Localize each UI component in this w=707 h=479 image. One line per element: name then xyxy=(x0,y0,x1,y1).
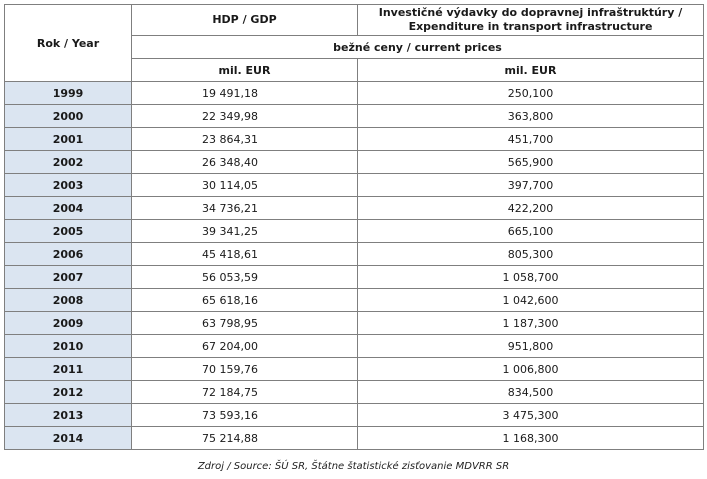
gdp-cell: 34 736,21 xyxy=(131,196,358,220)
expenditure-cell: 805,300 xyxy=(357,242,704,266)
expenditure-cell: 451,700 xyxy=(357,127,704,151)
expenditure-cell: 951,800 xyxy=(357,334,704,358)
table-row: 2012 72 184,75 834,500 xyxy=(4,380,704,404)
year-cell: 2000 xyxy=(4,104,132,128)
table-row: 2010 67 204,00 951,800 xyxy=(4,334,704,358)
gdp-cell: 26 348,40 xyxy=(131,150,358,174)
year-cell: 2001 xyxy=(4,127,132,151)
expenditure-cell: 1 058,700 xyxy=(357,265,704,289)
table-row: 2004 34 736,21 422,200 xyxy=(4,196,704,220)
table-row: 2009 63 798,95 1 187,300 xyxy=(4,311,704,335)
table-row: 2011 70 159,76 1 006,800 xyxy=(4,357,704,381)
header-unit-exp: mil. EUR xyxy=(357,58,704,82)
gdp-cell: 75 214,88 xyxy=(131,426,358,450)
header-unit-gdp: mil. EUR xyxy=(131,58,358,82)
header-investment-line2: Expenditure in transport infrastructure xyxy=(408,20,653,33)
expenditure-cell: 397,700 xyxy=(357,173,704,197)
expenditure-cell: 3 475,300 xyxy=(357,403,704,427)
table-row: 2013 73 593,16 3 475,300 xyxy=(4,403,704,427)
table-row: 2007 56 053,59 1 058,700 xyxy=(4,265,704,289)
year-cell: 2003 xyxy=(4,173,132,197)
expenditure-cell: 565,900 xyxy=(357,150,704,174)
header-rok-year: Rok / Year xyxy=(4,4,132,82)
expenditure-cell: 665,100 xyxy=(357,219,704,243)
header-investment: Investičné výdavky do dopravnej infraštr… xyxy=(357,4,704,36)
gdp-cell: 56 053,59 xyxy=(131,265,358,289)
table-row: 1999 19 491,18 250,100 xyxy=(4,81,704,105)
gdp-cell: 70 159,76 xyxy=(131,357,358,381)
table-row: 2002 26 348,40 565,900 xyxy=(4,150,704,174)
gdp-cell: 73 593,16 xyxy=(131,403,358,427)
year-cell: 2012 xyxy=(4,380,132,404)
year-cell: 2007 xyxy=(4,265,132,289)
gdp-cell: 45 418,61 xyxy=(131,242,358,266)
table-row: 2000 22 349,98 363,800 xyxy=(4,104,704,128)
expenditure-cell: 1 187,300 xyxy=(357,311,704,335)
year-cell: 2008 xyxy=(4,288,132,312)
year-cell: 1999 xyxy=(4,81,132,105)
header-investment-line1: Investičné výdavky do dopravnej infraštr… xyxy=(378,6,683,19)
year-cell: 2002 xyxy=(4,150,132,174)
gdp-cell: 67 204,00 xyxy=(131,334,358,358)
year-cell: 2010 xyxy=(4,334,132,358)
gdp-cell: 72 184,75 xyxy=(131,380,358,404)
year-cell: 2009 xyxy=(4,311,132,335)
source-note: Zdroj / Source: ŠÚ SR, Štátne štatistick… xyxy=(197,461,510,472)
table-row: 2014 75 214,88 1 168,300 xyxy=(4,426,704,450)
expenditure-cell: 1 006,800 xyxy=(357,357,704,381)
year-cell: 2004 xyxy=(4,196,132,220)
table-row: 2003 30 114,05 397,700 xyxy=(4,173,704,197)
gdp-cell: 63 798,95 xyxy=(131,311,358,335)
gdp-cell: 22 349,98 xyxy=(131,104,358,128)
gdp-cell: 23 864,31 xyxy=(131,127,358,151)
gdp-cell: 30 114,05 xyxy=(131,173,358,197)
table-row: 2006 45 418,61 805,300 xyxy=(4,242,704,266)
data-table-container: Rok / Year HDP / GDP Investičné výdavky … xyxy=(4,4,704,450)
year-cell: 2011 xyxy=(4,357,132,381)
expenditure-cell: 422,200 xyxy=(357,196,704,220)
year-cell: 2006 xyxy=(4,242,132,266)
year-cell: 2014 xyxy=(4,426,132,450)
expenditure-cell: 1 168,300 xyxy=(357,426,704,450)
gdp-cell: 39 341,25 xyxy=(131,219,358,243)
table-row: 2008 65 618,16 1 042,600 xyxy=(4,288,704,312)
table-row: 2005 39 341,25 665,100 xyxy=(4,219,704,243)
expenditure-cell: 834,500 xyxy=(357,380,704,404)
expenditure-cell: 363,800 xyxy=(357,104,704,128)
gdp-cell: 19 491,18 xyxy=(131,81,358,105)
expenditure-cell: 1 042,600 xyxy=(357,288,704,312)
year-cell: 2013 xyxy=(4,403,132,427)
gdp-cell: 65 618,16 xyxy=(131,288,358,312)
header-hdp-gdp: HDP / GDP xyxy=(131,4,358,36)
table-row: 2001 23 864,31 451,700 xyxy=(4,127,704,151)
expenditure-cell: 250,100 xyxy=(357,81,704,105)
gdp-investment-table: Rok / Year HDP / GDP Investičné výdavky … xyxy=(4,4,704,450)
header-current-prices: bežné ceny / current prices xyxy=(131,35,704,59)
table-body: 1999 19 491,18 250,100 2000 22 349,98 363,800… xyxy=(4,81,704,450)
year-cell: 2005 xyxy=(4,219,132,243)
